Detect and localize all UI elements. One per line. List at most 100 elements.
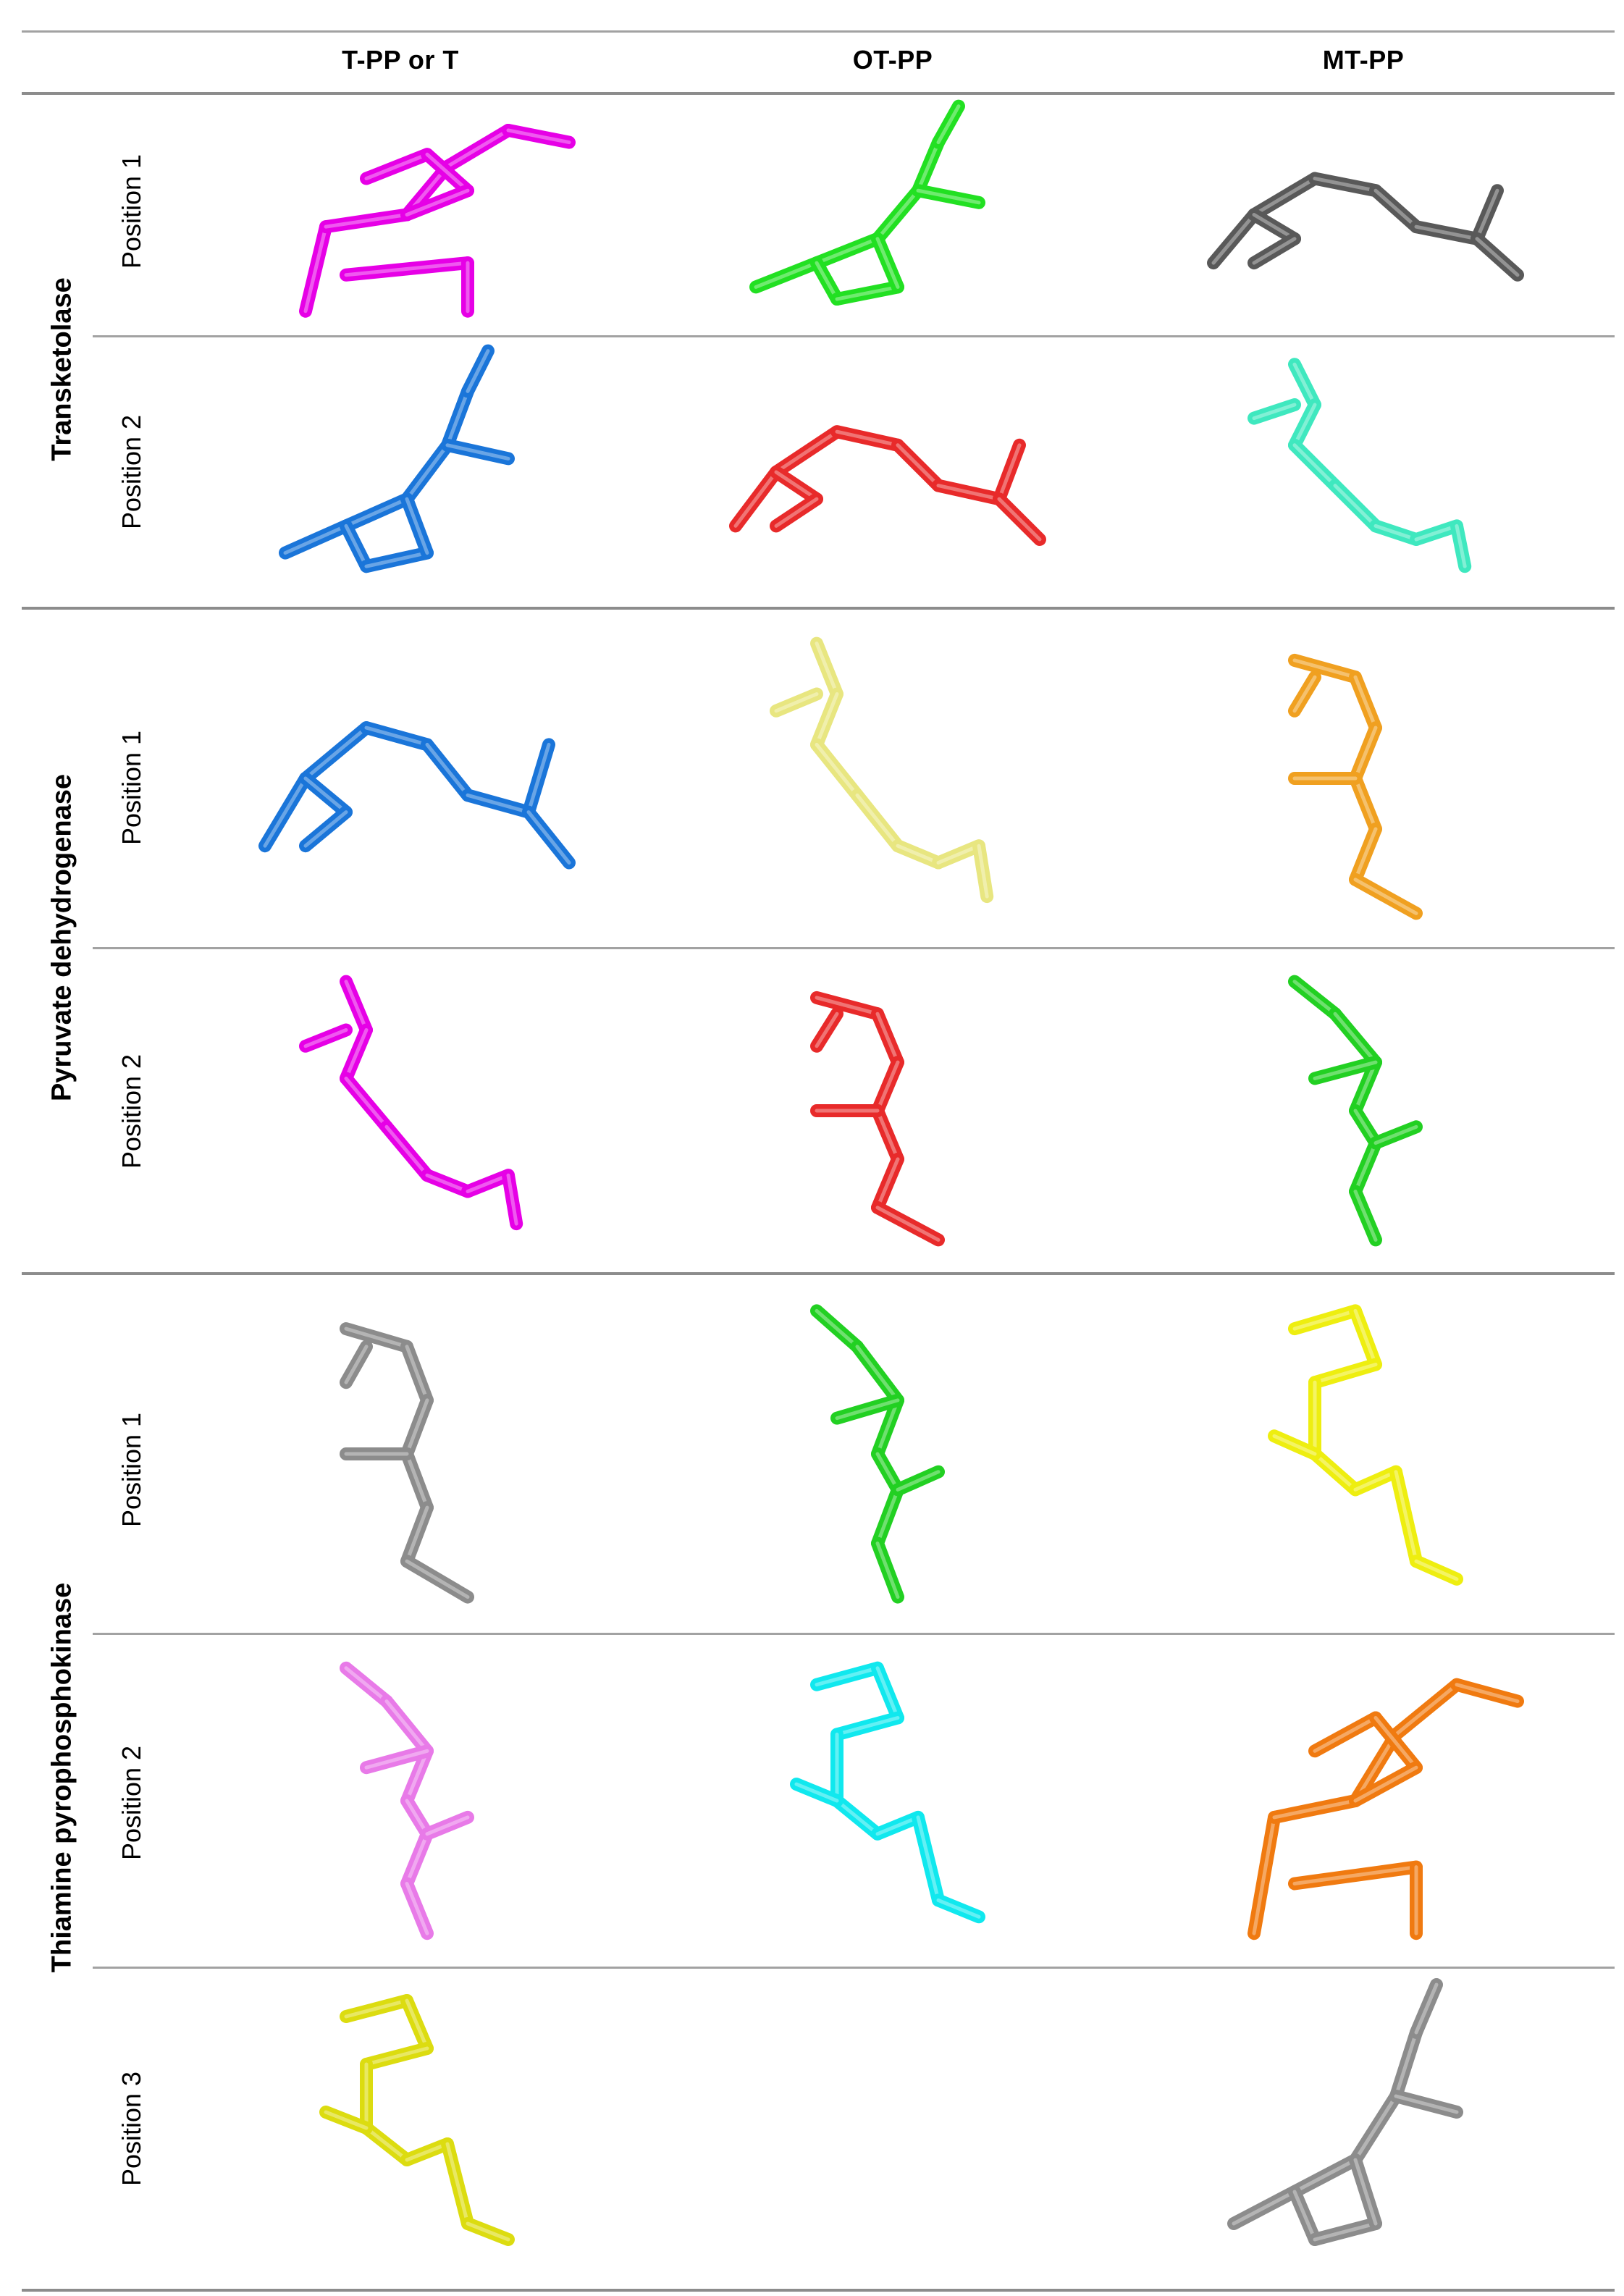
molecule-bond bbox=[1349, 2090, 1402, 2166]
molecule-bond-highlight bbox=[425, 152, 470, 193]
molecule-bond-highlight bbox=[754, 261, 819, 289]
molecule-bond bbox=[1288, 1304, 1362, 1336]
molecule-bond-highlight bbox=[1414, 523, 1459, 542]
molecule-bond bbox=[360, 148, 434, 185]
position-label: Position 1 bbox=[117, 1412, 146, 1528]
molecule-bond bbox=[871, 1483, 904, 1550]
molecule-bond-highlight bbox=[405, 1452, 429, 1510]
molecule-bond-highlight bbox=[1252, 237, 1297, 265]
molecule-bond-highlight bbox=[815, 237, 880, 265]
molecule-bond-highlight bbox=[364, 726, 429, 747]
enzyme-divider bbox=[22, 1272, 1615, 1275]
molecule-bond bbox=[1248, 398, 1301, 425]
molecule-bond bbox=[810, 738, 864, 802]
molecule-bond-highlight bbox=[977, 844, 989, 899]
molecule-bond bbox=[871, 1536, 904, 1604]
column-header-tpp: T-PP or T bbox=[342, 45, 459, 75]
molecule-bond bbox=[1389, 2090, 1463, 2119]
molecule-bond bbox=[932, 1893, 985, 1924]
molecule-bond-highlight bbox=[1394, 2094, 1459, 2114]
molecule-bond bbox=[1308, 1711, 1382, 1758]
molecule-bond-highlight bbox=[936, 104, 961, 145]
molecule-bond bbox=[871, 1447, 904, 1497]
molecule-bond bbox=[1349, 822, 1382, 886]
molecule-bond-highlight bbox=[815, 742, 859, 797]
molecule-bond bbox=[1308, 2217, 1382, 2246]
molecule-bond bbox=[461, 2217, 515, 2246]
molecule-bond-highlight bbox=[466, 2221, 510, 2242]
molecule-bond-highlight bbox=[1394, 1470, 1418, 1563]
molecule-bond-highlight bbox=[997, 497, 1042, 542]
molecule-bond bbox=[1410, 1978, 1443, 2039]
molecule-bond-highlight bbox=[1313, 1060, 1378, 1080]
molecule-bond bbox=[400, 1555, 474, 1604]
molecule-bond bbox=[1450, 519, 1472, 573]
molecule-bond bbox=[972, 839, 994, 904]
molecule-bond-highlight bbox=[1292, 2158, 1358, 2194]
position-label: Position 1 bbox=[117, 154, 146, 269]
molecule-bond bbox=[851, 789, 904, 853]
molecule-bond-highlight bbox=[303, 810, 348, 848]
molecule-bond-highlight bbox=[1414, 1982, 1439, 2035]
molecule-bond bbox=[1288, 1860, 1423, 1891]
molecule-bond-highlight bbox=[344, 1345, 369, 1384]
molecule-bond-highlight bbox=[815, 692, 839, 747]
molecule-bond bbox=[810, 1304, 864, 1353]
molecule-bond-highlight bbox=[1353, 2094, 1398, 2162]
molecule-structure bbox=[299, 975, 523, 1231]
molecule-bond-highlight bbox=[875, 188, 920, 241]
molecule-bond-highlight bbox=[405, 188, 470, 216]
molecule-bond bbox=[871, 1661, 904, 1725]
molecule-structure bbox=[810, 991, 945, 1247]
position-label: Position 2 bbox=[117, 1745, 146, 1861]
molecule-bond bbox=[830, 1794, 884, 1841]
header-rule bbox=[22, 92, 1615, 95]
molecule-bond bbox=[1410, 519, 1463, 546]
molecule-bond bbox=[502, 123, 576, 149]
molecule-bond-highlight bbox=[405, 2142, 450, 2162]
position-label: Position 2 bbox=[117, 414, 146, 530]
molecule-structure bbox=[1268, 1304, 1463, 1586]
molecule-bond-highlight bbox=[916, 1815, 941, 1902]
molecule-bond bbox=[299, 220, 332, 318]
molecule-structure bbox=[1288, 975, 1423, 1247]
molecule-bond-highlight bbox=[835, 1799, 880, 1836]
molecule-bond-highlight bbox=[1292, 980, 1337, 1016]
molecule-bond bbox=[810, 636, 843, 701]
molecule-bond bbox=[810, 1661, 884, 1691]
molecule-bond bbox=[871, 1200, 945, 1247]
molecule-bond bbox=[1288, 438, 1342, 492]
molecule-bond bbox=[1308, 172, 1382, 198]
molecule-bond bbox=[871, 232, 904, 294]
molecule-bond-highlight bbox=[344, 980, 369, 1032]
molecule-bond-highlight bbox=[936, 844, 981, 865]
molecule-bond bbox=[319, 2106, 373, 2135]
molecule-bond-highlight bbox=[405, 443, 450, 501]
molecule-bond-highlight bbox=[364, 152, 429, 181]
molecule-structure bbox=[279, 344, 515, 573]
molecule-bond bbox=[1349, 872, 1423, 920]
molecule-structure bbox=[729, 425, 1046, 546]
molecule-bond-highlight bbox=[303, 726, 369, 781]
molecule-bond bbox=[912, 135, 945, 198]
molecule-bond-highlight bbox=[526, 810, 571, 865]
molecule-bond bbox=[421, 738, 474, 802]
molecule-bond bbox=[340, 1994, 413, 2023]
molecule-bond-highlight bbox=[774, 497, 819, 528]
molecule-bond bbox=[400, 1994, 434, 2055]
molecule-bond bbox=[1308, 1056, 1382, 1085]
molecule-bond-highlight bbox=[875, 1398, 900, 1456]
molecule-bond-highlight bbox=[875, 1542, 900, 1599]
molecule-bond bbox=[770, 687, 823, 718]
molecule-structure bbox=[749, 99, 985, 306]
enzyme-label-pyruvate-dehydrogenase: Pyruvate dehydrogenase bbox=[46, 774, 77, 1101]
molecule-bond bbox=[360, 546, 434, 573]
molecule-bond-highlight bbox=[384, 1124, 429, 1177]
molecule-bond-highlight bbox=[303, 224, 328, 314]
molecule-bond bbox=[299, 721, 373, 785]
molecule-bond bbox=[1248, 232, 1301, 270]
molecule-bond-highlight bbox=[344, 1076, 389, 1129]
molecule-bond bbox=[340, 1661, 393, 1708]
molecule-bond bbox=[400, 1393, 434, 1460]
molecule-bond-highlight bbox=[1313, 1716, 1378, 1753]
